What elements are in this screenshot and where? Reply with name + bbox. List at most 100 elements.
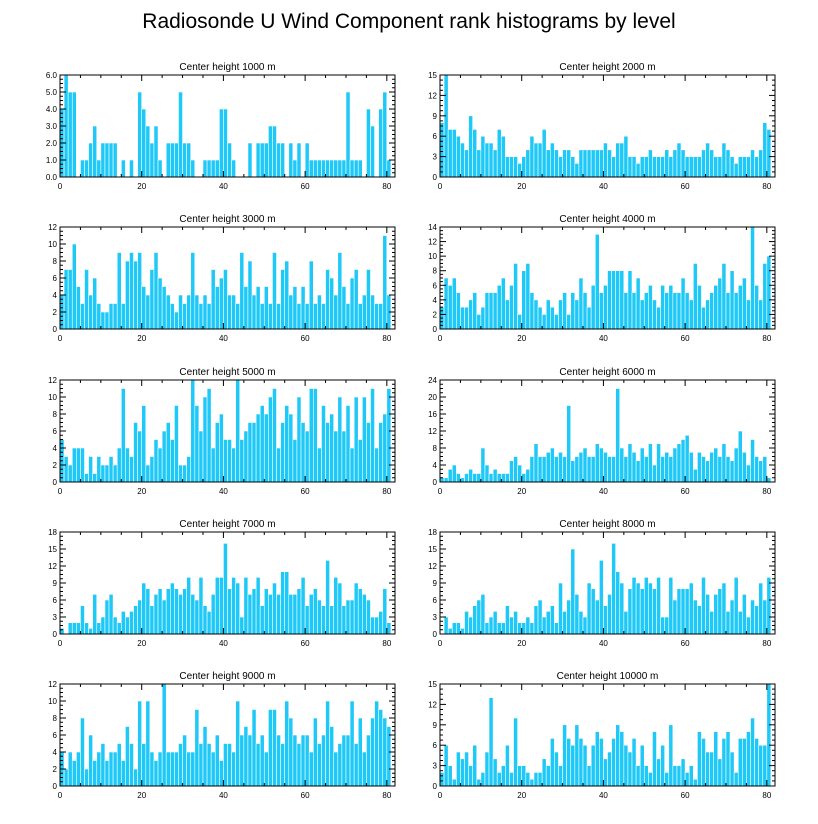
histogram-bar <box>574 594 580 635</box>
y-tick-label: 5.0 <box>46 88 58 97</box>
histogram-bar <box>550 142 555 178</box>
histogram-bar <box>223 269 228 330</box>
y-tick-label: 18 <box>48 528 57 537</box>
histogram-bar <box>137 252 143 330</box>
histogram-bar <box>296 396 302 483</box>
histogram-bar <box>165 294 171 330</box>
histogram-bar <box>550 447 555 483</box>
histogram-bar <box>746 156 751 178</box>
histogram-bar <box>672 599 678 635</box>
histogram-bar <box>362 294 367 330</box>
histogram-bar <box>754 284 759 330</box>
histogram-bar <box>717 277 723 330</box>
histogram-bar <box>296 743 302 787</box>
histogram-bar <box>321 159 326 178</box>
histogram-bar <box>701 306 706 330</box>
histogram-bar <box>308 159 314 178</box>
histogram-bar <box>697 731 702 787</box>
histogram-bar <box>492 292 498 330</box>
histogram-bar <box>627 156 633 178</box>
x-tick-label: 80 <box>762 639 771 648</box>
x-tick-label: 80 <box>762 791 771 800</box>
y-tick-label: 6 <box>433 132 438 141</box>
histogram-bar <box>566 738 572 787</box>
x-tick-label: 80 <box>762 182 771 191</box>
histogram-bar <box>223 743 228 787</box>
histogram-bar <box>545 765 551 787</box>
histogram-bar <box>333 577 339 635</box>
x-tick-label: 80 <box>762 334 771 343</box>
histogram-bar <box>366 422 371 483</box>
histogram-bar <box>80 447 85 483</box>
histogram-bar <box>513 717 518 787</box>
histogram-bar <box>472 744 478 787</box>
histogram-bar <box>705 142 710 178</box>
histogram-bar <box>386 388 392 483</box>
histogram-bar <box>505 156 510 178</box>
histogram-bar <box>104 464 110 483</box>
x-tick-label: 40 <box>599 182 608 191</box>
x-tick-label: 40 <box>219 487 228 496</box>
histogram-bar <box>758 744 764 787</box>
histogram-bar <box>680 439 686 483</box>
panel-title: Center height 6000 m <box>559 367 655 378</box>
histogram-bar <box>349 447 355 483</box>
x-tick-label: 0 <box>58 487 63 496</box>
histogram-bar <box>84 768 89 787</box>
histogram-bar <box>272 125 277 178</box>
histogram-bar <box>758 299 764 330</box>
histogram-bar <box>717 456 723 483</box>
histogram-bar <box>766 255 772 330</box>
histogram-bar <box>676 588 682 635</box>
histogram-bar <box>541 758 547 787</box>
x-tick-label: 40 <box>219 334 228 343</box>
histogram-bar <box>545 451 551 483</box>
histogram-bar <box>112 142 118 178</box>
histogram-bar <box>308 594 314 635</box>
y-tick-label: 6 <box>433 281 438 290</box>
histogram-bar <box>509 156 514 178</box>
x-tick-label: 80 <box>382 334 391 343</box>
histogram-bar <box>742 156 747 178</box>
histogram-bar <box>447 628 453 635</box>
histogram-bar <box>509 772 514 787</box>
histogram-bar <box>251 422 257 483</box>
y-tick-label: 9 <box>433 579 438 588</box>
histogram-bar <box>341 286 347 330</box>
histogram-bar <box>705 460 710 483</box>
histogram-bar <box>676 765 682 787</box>
x-tick-label: 0 <box>438 487 443 496</box>
histogram-bar <box>157 277 163 330</box>
histogram-bar <box>488 473 494 483</box>
histogram-bar <box>96 456 102 483</box>
histogram-bar <box>611 270 616 330</box>
histogram-bar <box>525 616 531 635</box>
y-tick-label: 12 <box>48 680 57 689</box>
y-tick-label: 10 <box>48 393 57 402</box>
histogram-bar <box>464 751 469 787</box>
histogram-bar <box>272 388 277 483</box>
histogram-bar <box>725 611 731 635</box>
histogram-bar <box>100 616 106 635</box>
x-tick-label: 60 <box>681 791 690 800</box>
y-tick-label: 2.0 <box>46 139 58 148</box>
histogram-bar <box>137 599 143 635</box>
histogram-bar <box>255 286 261 330</box>
y-tick-label: 0 <box>53 630 58 639</box>
y-tick-label: 12 <box>428 427 437 436</box>
histogram-bar <box>112 303 118 330</box>
histogram-bar <box>623 456 629 483</box>
histogram-bar <box>206 388 212 483</box>
histogram-bar <box>456 292 461 330</box>
histogram-bar <box>317 599 322 635</box>
histogram-bar <box>635 277 641 330</box>
x-tick-label: 40 <box>219 639 228 648</box>
x-tick-label: 60 <box>301 334 310 343</box>
y-tick-label: 6 <box>53 427 58 436</box>
histogram-bar <box>170 582 175 635</box>
histogram-bar <box>578 738 584 787</box>
histogram-bar <box>304 605 310 635</box>
panel-title: Center height 3000 m <box>179 214 275 225</box>
histogram-bar <box>80 717 85 787</box>
histogram-bar <box>382 588 388 635</box>
